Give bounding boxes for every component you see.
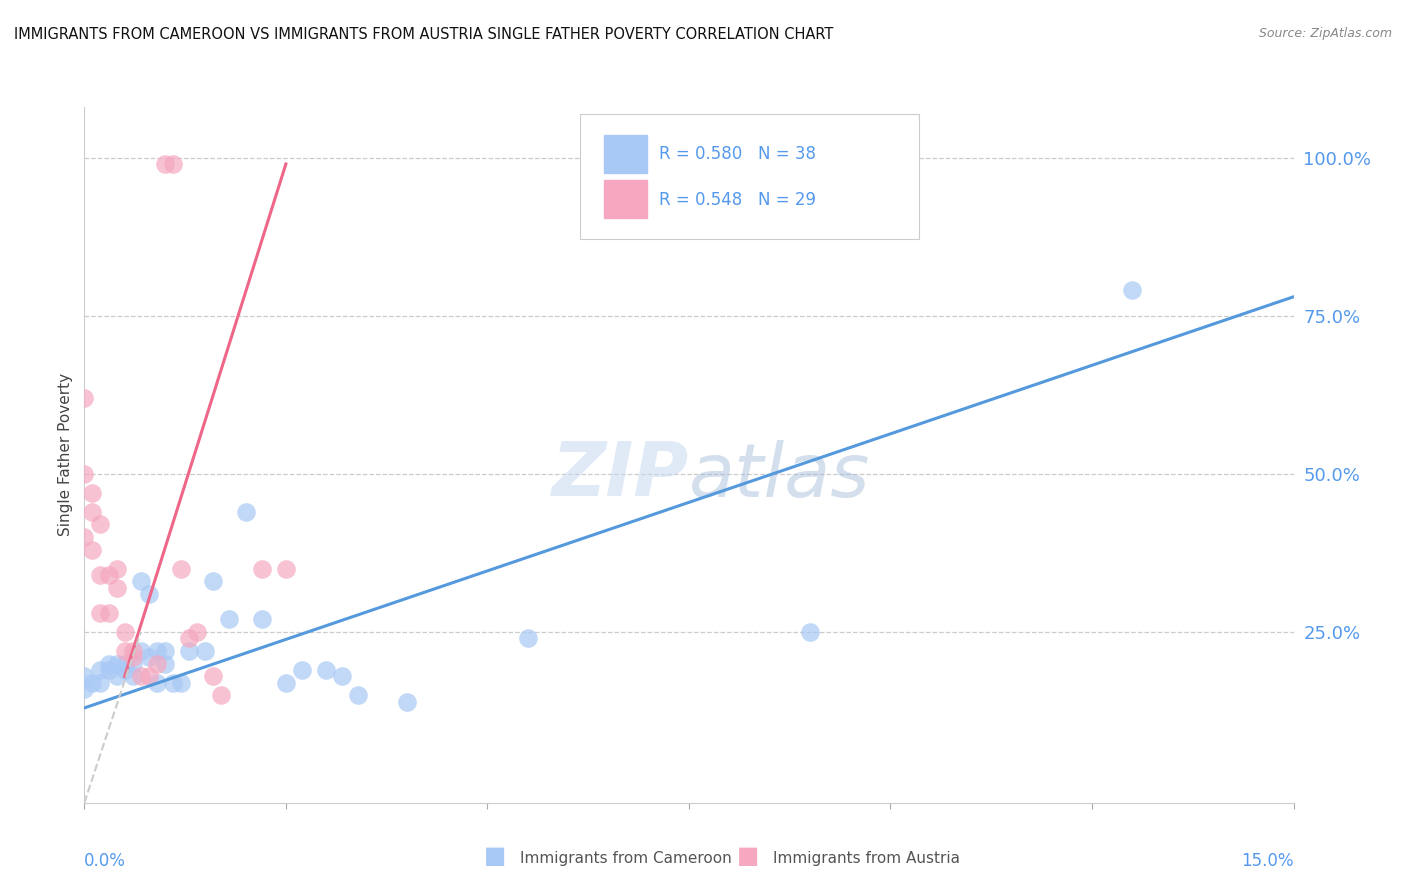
Point <box>114 625 136 640</box>
Point <box>97 606 120 620</box>
Point <box>97 568 120 582</box>
Point <box>121 650 143 665</box>
Point <box>114 657 136 671</box>
Point <box>347 688 370 702</box>
Bar <box>605 135 647 173</box>
Point <box>146 675 169 690</box>
Point <box>153 657 176 671</box>
Point <box>89 517 111 532</box>
Point <box>129 669 152 683</box>
Point <box>105 669 128 683</box>
Point <box>1121 284 1143 298</box>
Point <box>170 675 193 690</box>
Text: IMMIGRANTS FROM CAMEROON VS IMMIGRANTS FROM AUSTRIA SINGLE FATHER POVERTY CORREL: IMMIGRANTS FROM CAMEROON VS IMMIGRANTS F… <box>14 27 834 42</box>
Point <box>146 657 169 671</box>
Point <box>250 612 273 626</box>
Point <box>153 157 176 171</box>
Point <box>73 467 96 481</box>
Point <box>162 157 184 171</box>
Point <box>105 657 128 671</box>
Point <box>105 581 128 595</box>
Point <box>179 632 201 646</box>
Point <box>218 612 240 626</box>
Point <box>194 644 217 658</box>
Point <box>114 644 136 658</box>
Text: 15.0%: 15.0% <box>1241 852 1294 870</box>
Point <box>89 675 111 690</box>
Point <box>114 663 136 677</box>
Point <box>82 486 104 500</box>
Point <box>170 562 193 576</box>
Point <box>121 657 143 671</box>
Point <box>250 562 273 576</box>
FancyBboxPatch shape <box>581 114 918 239</box>
Point <box>82 505 104 519</box>
Point <box>82 675 104 690</box>
Point <box>121 644 143 658</box>
Point <box>121 669 143 683</box>
Point <box>138 587 160 601</box>
Point <box>274 675 297 690</box>
Text: R = 0.548   N = 29: R = 0.548 N = 29 <box>658 191 815 209</box>
Point <box>799 625 821 640</box>
Point <box>105 562 128 576</box>
Point <box>202 574 225 589</box>
Point <box>97 663 120 677</box>
Point <box>291 663 314 677</box>
Point <box>395 695 418 709</box>
Point <box>82 542 104 557</box>
Point <box>129 574 152 589</box>
Point <box>315 663 337 677</box>
Y-axis label: Single Father Poverty: Single Father Poverty <box>58 374 73 536</box>
Bar <box>605 180 647 219</box>
Point <box>89 663 111 677</box>
Text: R = 0.580   N = 38: R = 0.580 N = 38 <box>658 145 815 163</box>
Point <box>162 675 184 690</box>
Point <box>202 669 225 683</box>
Point <box>153 644 176 658</box>
Point <box>330 669 353 683</box>
Point <box>97 657 120 671</box>
Point <box>89 568 111 582</box>
Point <box>129 644 152 658</box>
Point <box>138 650 160 665</box>
Text: ZIP: ZIP <box>551 439 689 512</box>
Point <box>73 391 96 405</box>
Text: 0.0%: 0.0% <box>84 852 127 870</box>
Text: Source: ZipAtlas.com: Source: ZipAtlas.com <box>1258 27 1392 40</box>
Text: Immigrants from Cameroon: Immigrants from Cameroon <box>520 851 733 865</box>
Point <box>179 644 201 658</box>
Text: ■: ■ <box>484 845 506 868</box>
Point <box>73 530 96 544</box>
Point <box>138 669 160 683</box>
Point <box>235 505 257 519</box>
Point <box>89 606 111 620</box>
Text: ■: ■ <box>737 845 759 868</box>
Text: Immigrants from Austria: Immigrants from Austria <box>773 851 960 865</box>
Point <box>209 688 232 702</box>
Point <box>146 644 169 658</box>
Point <box>73 681 96 696</box>
Text: atlas: atlas <box>689 440 870 512</box>
Point <box>73 669 96 683</box>
Point <box>274 562 297 576</box>
Point <box>516 632 538 646</box>
Point <box>186 625 208 640</box>
